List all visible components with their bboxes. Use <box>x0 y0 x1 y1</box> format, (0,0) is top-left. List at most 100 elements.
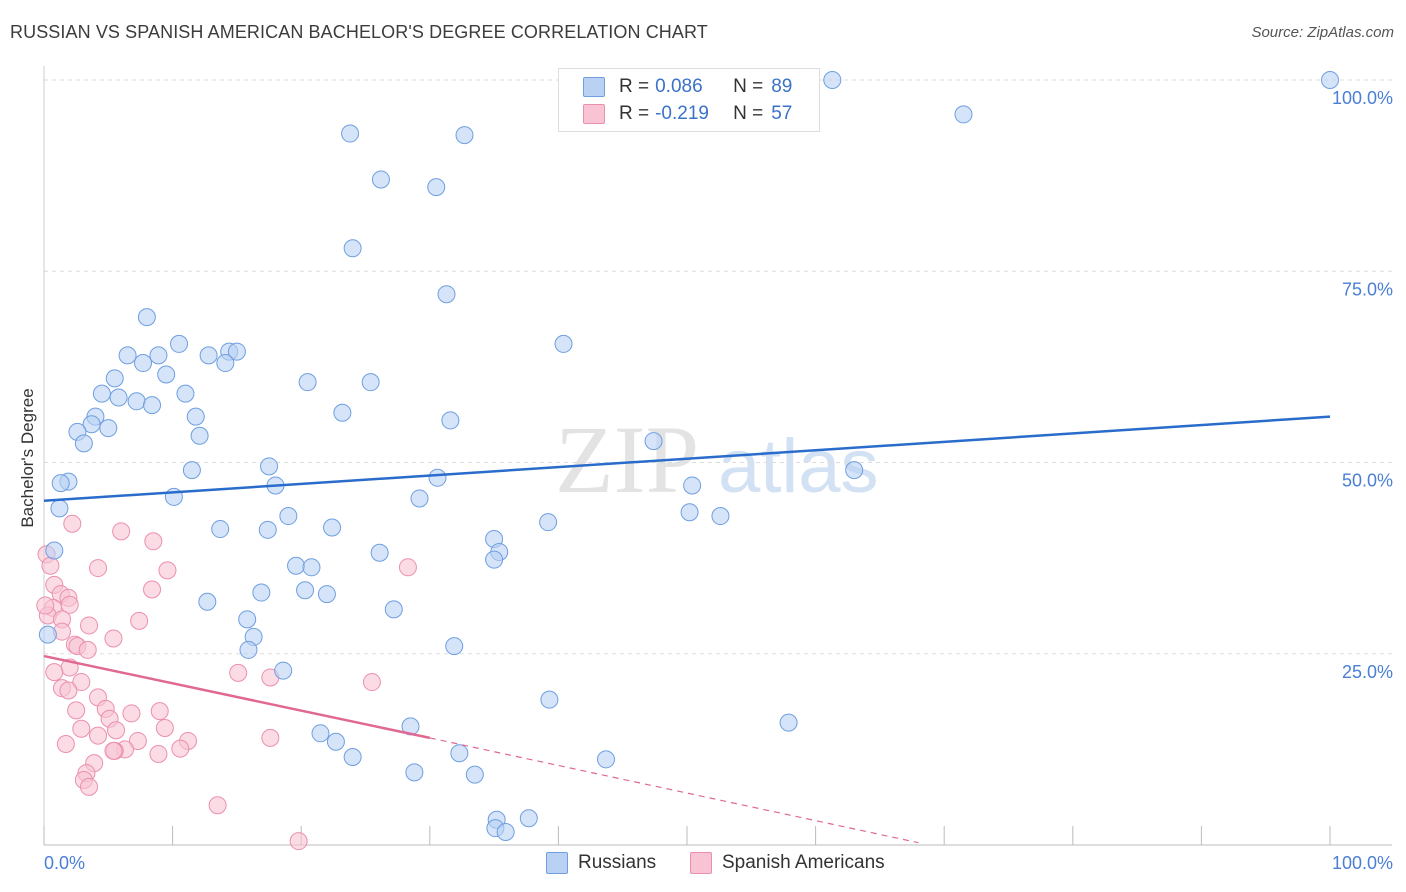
legend-label-russians: Russians <box>578 852 657 873</box>
chart-title: RUSSIAN VS SPANISH AMERICAN BACHELOR'S D… <box>10 22 708 42</box>
data-point <box>92 384 111 403</box>
legend-label-spanish-americans: Spanish Americans <box>722 852 885 873</box>
data-point <box>105 369 124 388</box>
data-point <box>326 732 345 751</box>
data-point <box>323 518 342 537</box>
data-point <box>227 342 246 361</box>
data-point <box>56 735 75 754</box>
gridlines <box>44 79 1392 655</box>
data-point <box>485 550 504 569</box>
data-point <box>158 561 177 580</box>
data-point <box>72 719 91 738</box>
data-point <box>1321 71 1339 89</box>
data-point <box>845 461 864 480</box>
legend-item-spanish-americans[interactable]: Spanish Americans <box>690 852 885 874</box>
data-point <box>99 419 118 438</box>
data-point <box>38 625 57 644</box>
y-tick-label: 75.0% <box>1342 279 1393 299</box>
trend-line <box>43 654 431 740</box>
data-point <box>190 426 209 445</box>
data-point <box>78 640 97 659</box>
data-point <box>149 744 168 763</box>
data-point <box>258 520 277 539</box>
data-point <box>261 728 280 747</box>
r-value: 0.086 <box>655 76 703 97</box>
data-point <box>680 503 699 522</box>
data-point <box>45 541 64 560</box>
data-point <box>89 559 108 578</box>
data-point <box>954 105 973 124</box>
data-point <box>362 673 381 692</box>
data-point <box>137 308 156 327</box>
data-point <box>51 474 70 493</box>
data-point <box>596 750 615 769</box>
data-point <box>157 365 176 384</box>
n-value: 57 <box>771 103 793 124</box>
data-point <box>182 461 201 480</box>
data-point <box>341 124 360 143</box>
data-point <box>216 354 235 373</box>
data-point <box>109 388 128 407</box>
data-point <box>252 583 271 602</box>
data-point <box>134 354 153 373</box>
trend-line <box>43 415 1331 502</box>
data-point <box>112 522 131 541</box>
legend-item-russians[interactable]: Russians <box>546 852 656 874</box>
data-point <box>428 468 447 487</box>
data-point <box>199 346 218 365</box>
data-point <box>171 739 190 758</box>
data-point <box>155 718 174 737</box>
y-tick-label: 50.0% <box>1342 471 1393 491</box>
data-point <box>80 616 99 635</box>
data-point <box>779 713 798 732</box>
source-note: Source: ZipAtlas.com <box>1251 24 1394 41</box>
stats-row-spanish-americans: R = -0.219 N = 57 <box>583 101 792 127</box>
data-point <box>540 690 559 709</box>
data-point <box>823 71 842 89</box>
data-point <box>36 596 55 615</box>
data-point <box>437 285 456 304</box>
data-point <box>143 580 162 599</box>
data-point <box>371 170 390 189</box>
data-point <box>302 558 321 577</box>
data-point <box>89 726 108 745</box>
legend-swatch-spanish-americans <box>690 852 712 874</box>
data-point <box>410 489 429 508</box>
data-point <box>80 777 99 796</box>
data-point <box>45 663 64 682</box>
r-value: -0.219 <box>655 103 709 124</box>
data-point <box>343 239 362 258</box>
data-point <box>539 513 558 532</box>
data-point <box>274 661 293 680</box>
data-point <box>238 610 257 629</box>
data-point <box>82 415 101 434</box>
data-point <box>405 763 424 782</box>
data-point <box>170 334 189 353</box>
data-point <box>186 407 205 426</box>
data-point <box>150 702 169 721</box>
data-point <box>441 411 460 430</box>
data-point <box>450 744 469 763</box>
data-point <box>198 592 217 611</box>
data-point <box>104 629 123 648</box>
trend-lines <box>43 415 1331 844</box>
x-tick-label-min: 0.0% <box>44 853 85 873</box>
stats-row-russians: R = 0.086 N = 89 <box>583 74 792 100</box>
data-point <box>211 520 230 539</box>
data-point <box>554 334 573 353</box>
data-point <box>361 373 380 392</box>
watermark: ZIP atlas <box>555 406 879 513</box>
data-point <box>343 748 362 767</box>
data-point <box>287 556 306 575</box>
data-point <box>239 640 258 659</box>
data-point <box>370 543 389 562</box>
data-point <box>298 373 317 392</box>
data-point <box>50 499 69 518</box>
data-point <box>296 581 315 600</box>
data-point <box>72 673 91 692</box>
r-label: R = <box>619 103 650 124</box>
stats-legend: R = 0.086 N = 89 R = -0.219 N = 57 <box>558 68 820 132</box>
data-point <box>128 731 147 750</box>
data-point <box>398 558 417 577</box>
